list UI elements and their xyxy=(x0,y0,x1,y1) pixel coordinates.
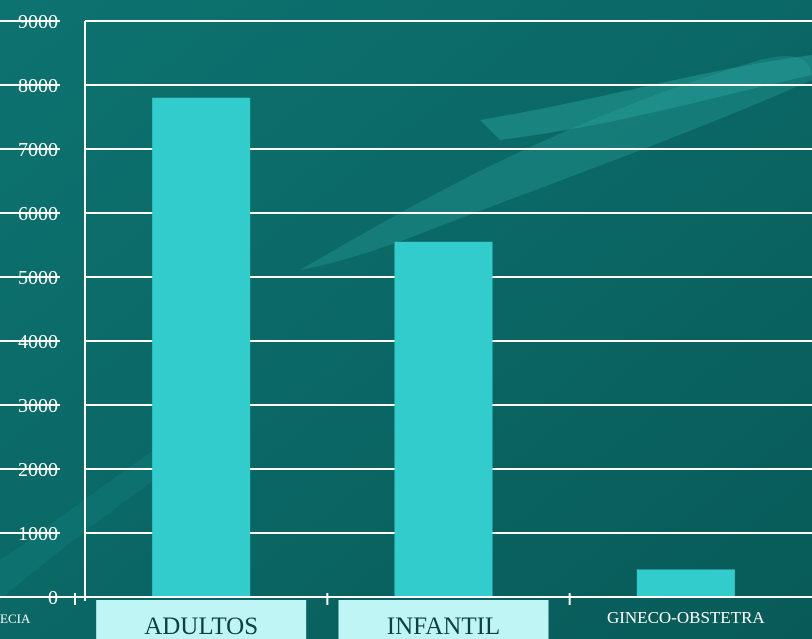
y-tick-label: 1000 xyxy=(18,523,58,545)
category-label-box xyxy=(96,600,307,639)
bar-infantil xyxy=(394,241,493,598)
x-tick-label: ADULTOS xyxy=(144,613,258,639)
y-tick-label: 7000 xyxy=(18,139,58,161)
y-tick-label: 4000 xyxy=(18,331,58,353)
background-swoosh xyxy=(300,56,812,270)
bar-gineco-obstetra xyxy=(636,569,735,597)
truncated-category-label: ECIA xyxy=(0,611,31,626)
x-tick-label: GINECO-OBSTETRA xyxy=(607,608,765,627)
category-label-box xyxy=(338,600,549,639)
y-tick-label: 5000 xyxy=(18,267,58,289)
y-tick-label: 0 xyxy=(48,587,58,609)
bar-adultos xyxy=(152,97,251,598)
y-tick-label: 9000 xyxy=(18,11,58,33)
background-swoosh xyxy=(480,55,812,140)
y-tick-label: 3000 xyxy=(18,395,58,417)
y-tick-label: 2000 xyxy=(18,459,58,481)
y-tick-label: 6000 xyxy=(18,203,58,225)
x-tick-label: INFANTIL xyxy=(387,613,500,639)
y-tick-label: 8000 xyxy=(18,75,58,97)
